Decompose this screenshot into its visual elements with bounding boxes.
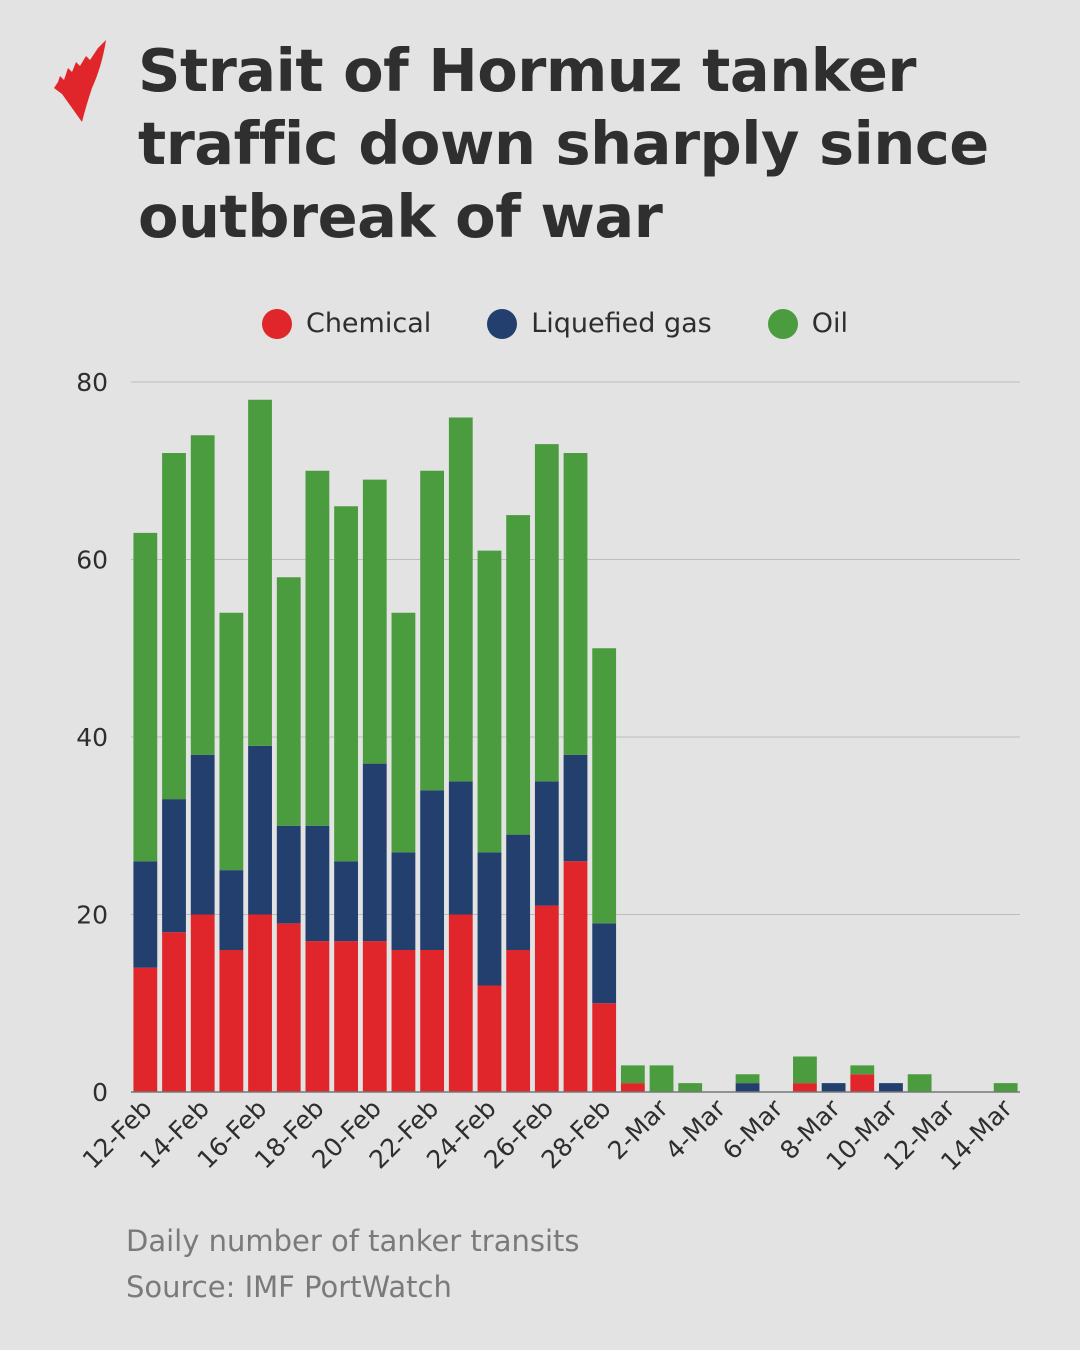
bar-liquefied-gas (305, 825, 330, 942)
bar-oil (276, 577, 301, 826)
legend-item-liquefied-gas: Liquefied gas (487, 308, 712, 339)
bar-chemical (391, 950, 416, 1092)
y-tick-label: 20 (76, 901, 108, 930)
bar-oil (793, 1056, 817, 1084)
chart-title: Strait of Hormuz tanker traffic down sha… (138, 36, 989, 251)
bar-liquefied-gas (334, 861, 358, 942)
stacked-bar-chart: 02040608012-Feb14-Feb16-Feb18-Feb20-Feb2… (76, 368, 1020, 1176)
bar-oil (448, 417, 473, 782)
bar-oil (391, 612, 416, 853)
bar-oil (219, 612, 244, 871)
bar-liquefied-gas (190, 754, 215, 915)
bar-chemical (334, 941, 358, 1092)
bar-oil (850, 1065, 875, 1075)
bar-oil (477, 550, 502, 853)
x-tick-label: 4-Mar (660, 1093, 732, 1165)
bar-oil (993, 1083, 1018, 1092)
bar-oil (162, 453, 186, 800)
bar-oil (620, 1065, 645, 1084)
bar-liquefied-gas (276, 825, 301, 924)
bar-chemical (133, 967, 158, 1092)
bar-oil (334, 506, 358, 862)
legend-swatch (261, 308, 292, 339)
legend-swatch (487, 308, 518, 339)
bar-oil (305, 470, 330, 826)
chart-source: Source: IMF PortWatch (126, 1270, 452, 1304)
legend-label: Liquefied gas (531, 308, 712, 339)
bar-chemical (276, 923, 301, 1092)
bar-chemical (850, 1074, 875, 1092)
bar-chemical (248, 914, 272, 1092)
bar-oil (190, 435, 215, 755)
bar-chemical (162, 932, 186, 1092)
bar-chemical (448, 914, 473, 1092)
y-tick-label: 80 (76, 368, 108, 397)
bar-chemical (305, 941, 330, 1092)
legend: Chemical Liquefied gas Oil (0, 308, 1080, 339)
bar-chemical (620, 1083, 645, 1092)
bar-oil (592, 648, 617, 924)
bar-chemical (219, 950, 244, 1092)
legend-label: Chemical (305, 308, 432, 339)
bar-chemical (420, 950, 445, 1092)
bar-liquefied-gas (248, 745, 272, 915)
bar-oil (649, 1065, 674, 1092)
bar-liquefied-gas (592, 923, 617, 1004)
bar-liquefied-gas (448, 781, 473, 915)
bar-liquefied-gas (219, 870, 244, 950)
legend-swatch (767, 308, 798, 339)
bar-liquefied-gas (563, 754, 588, 862)
y-tick-label: 40 (76, 723, 108, 752)
bar-liquefied-gas (534, 781, 559, 906)
bar-oil (133, 532, 158, 862)
legend-item-oil: Oil (767, 308, 849, 339)
x-tick-label: 2-Mar (602, 1093, 674, 1165)
bar-liquefied-gas (391, 852, 416, 950)
bar-liquefied-gas (477, 852, 502, 986)
bar-oil (506, 515, 531, 835)
bar-liquefied-gas (879, 1083, 903, 1092)
sbs-logo (54, 40, 106, 122)
x-tick-label: 6-Mar (717, 1093, 789, 1165)
y-tick-label: 0 (92, 1078, 108, 1107)
bar-chemical (592, 1003, 617, 1092)
bar-liquefied-gas (821, 1083, 846, 1092)
bar-oil (420, 470, 445, 791)
bar-chemical (534, 905, 559, 1092)
bar-oil (248, 399, 272, 746)
legend-label: Oil (811, 308, 849, 339)
bar-liquefied-gas (362, 763, 387, 942)
bar-oil (563, 453, 588, 755)
bar-liquefied-gas (420, 790, 445, 950)
bar-liquefied-gas (133, 861, 158, 968)
bar-liquefied-gas (735, 1083, 760, 1092)
chart-note: Daily number of tanker transits (126, 1224, 580, 1258)
bar-oil (735, 1074, 760, 1084)
bar-liquefied-gas (506, 834, 531, 950)
bar-chemical (477, 985, 502, 1092)
y-tick-label: 60 (76, 546, 108, 575)
bar-oil (362, 479, 387, 764)
bar-oil (534, 444, 559, 782)
bar-chemical (793, 1083, 817, 1092)
bar-chemical (362, 941, 387, 1092)
bar-chemical (190, 914, 215, 1092)
legend-item-chemical: Chemical (261, 308, 432, 339)
bar-chemical (506, 950, 531, 1092)
bar-oil (907, 1074, 932, 1092)
bar-oil (678, 1083, 703, 1092)
bar-chemical (563, 861, 588, 1092)
bar-liquefied-gas (162, 799, 186, 933)
